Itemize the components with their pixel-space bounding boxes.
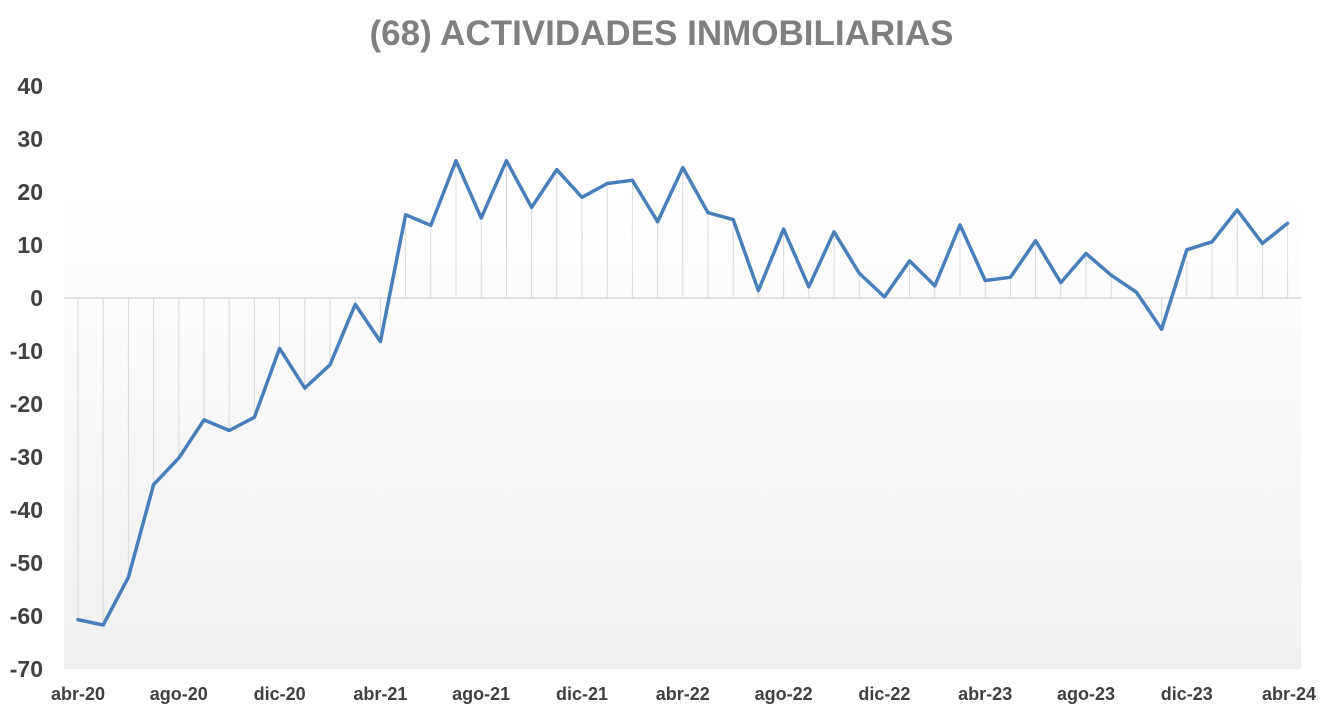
y-tick-label: -60 — [10, 603, 43, 629]
x-tick-label: ago-22 — [755, 684, 813, 704]
drop-lines — [77, 160, 1289, 626]
y-tick-label: 20 — [17, 179, 43, 205]
x-tick-label: dic-21 — [556, 684, 608, 704]
x-axis: abr-20 ago-20 dic-20 abr-21 ago-21 dic-21 abr-… — [51, 684, 1316, 704]
x-tick-label: abr-23 — [958, 684, 1012, 704]
y-tick-label: -50 — [10, 550, 43, 576]
x-tick-label: dic-23 — [1161, 684, 1213, 704]
y-tick-label: -30 — [10, 444, 43, 470]
x-tick-label: dic-20 — [254, 684, 306, 704]
y-tick-label: -70 — [10, 656, 43, 682]
y-tick-label: -20 — [10, 391, 43, 417]
y-tick-label: 0 — [30, 285, 43, 311]
x-tick-label: ago-23 — [1057, 684, 1115, 704]
x-tick-label: abr-24 — [1262, 684, 1316, 704]
x-tick-label: abr-22 — [656, 684, 710, 704]
x-tick-label: dic-22 — [858, 684, 910, 704]
series-line — [76, 158, 1290, 627]
chart-title: (68) ACTIVIDADES INMOBILIARIAS — [369, 14, 954, 53]
x-tick-label: abr-20 — [51, 684, 105, 704]
y-tick-label: -10 — [10, 338, 43, 364]
y-tick-label: -40 — [10, 497, 43, 523]
x-tick-label: ago-20 — [150, 684, 208, 704]
x-tick-label: ago-21 — [452, 684, 510, 704]
y-axis: 40 30 20 10 0 -10 -20 -30 -40 -50 -60 -70 — [10, 73, 43, 682]
y-tick-label: 40 — [17, 73, 43, 99]
y-tick-label: 10 — [17, 232, 43, 258]
x-tick-label: abr-21 — [353, 684, 407, 704]
y-tick-label: 30 — [17, 126, 43, 152]
